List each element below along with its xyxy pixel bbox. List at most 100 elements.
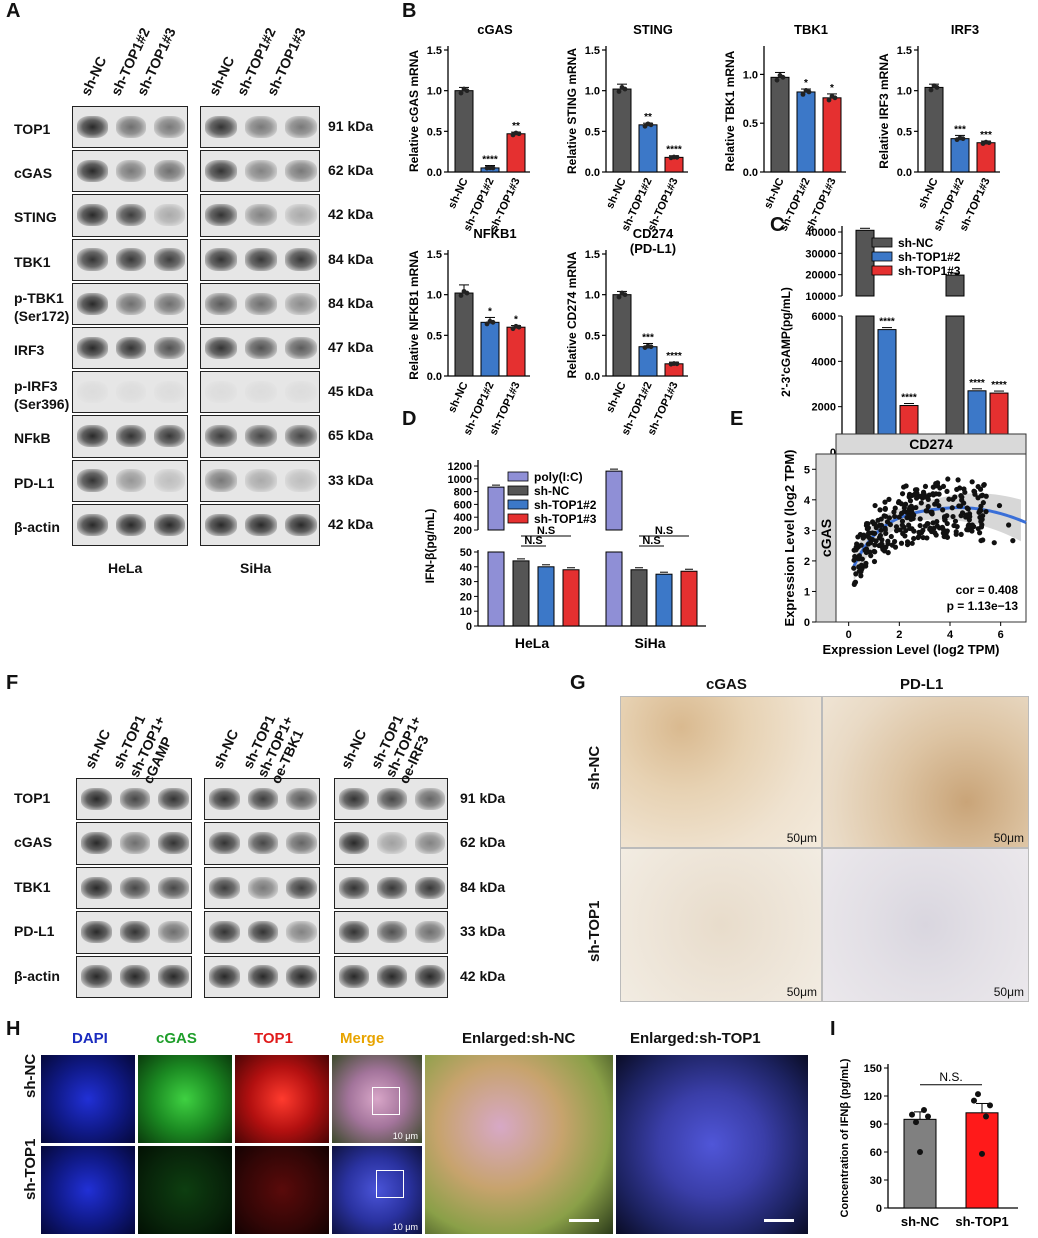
y-tick-label: 20 [460, 591, 472, 603]
y-tick-label: 800 [454, 487, 472, 499]
ihc-image-shnc-cgas: 50μm [620, 696, 822, 848]
legend-label: sh-TOP1#3 [898, 264, 961, 278]
legend-swatch [507, 513, 529, 524]
stat-annotation: p = 1.13e−13 [947, 599, 1019, 613]
chart-title: NFKB1 [473, 226, 516, 241]
legend-swatch [507, 471, 529, 482]
y-tick-label: 0.5 [585, 126, 600, 138]
if-row-label-shtop1: sh-TOP1 [22, 1138, 39, 1200]
panel-label-d: D [402, 408, 417, 430]
blot-strip [76, 866, 192, 910]
data-point [921, 1107, 927, 1113]
blot-strip [76, 778, 192, 821]
significance-label: **** [901, 393, 917, 404]
data-point [490, 319, 496, 325]
if-image-enlarged-shtop1 [615, 1054, 809, 1235]
blot-band [205, 513, 237, 536]
blot-kda-label: 42 kDa [328, 206, 374, 223]
data-point [648, 344, 654, 350]
scatter-point [865, 525, 872, 531]
scatter-point [857, 531, 863, 538]
blot-band [415, 921, 445, 944]
y-tick-label: 0.5 [427, 330, 442, 342]
bar [506, 133, 526, 173]
panel-label-c: C [770, 214, 785, 236]
scatter-point [933, 483, 939, 489]
panel-label-i: I [830, 1018, 836, 1040]
significance-label: N.S [642, 535, 660, 547]
blot-band [286, 921, 317, 944]
scatter-point [885, 550, 891, 556]
scatter-point [961, 486, 967, 492]
scatter-point [867, 540, 874, 546]
blot-band [81, 921, 112, 944]
y-tick-label: 1.0 [897, 86, 912, 98]
scatter-point [965, 506, 971, 512]
blot-row-label: PD-L1 [14, 474, 55, 491]
y-axis-label: IFN-β(pg/mL) [423, 509, 437, 584]
y-tick-label: 0.0 [897, 167, 912, 179]
if-image-shnc-dapi [40, 1054, 136, 1144]
x-tick-label: sh-NC [604, 380, 629, 414]
scatter-point [934, 519, 940, 525]
scatter-point [978, 507, 984, 514]
scatter-point [978, 524, 985, 530]
bar [612, 294, 632, 377]
scatter-point [878, 527, 884, 533]
scatter-point [858, 562, 865, 568]
blot-band [377, 876, 407, 899]
if-title-merge: Merge [340, 1030, 385, 1047]
y-tick-label: 0.0 [743, 167, 758, 179]
scatter-point [889, 542, 895, 548]
y-tick-label: 0 [830, 447, 836, 459]
blot-band [209, 876, 240, 899]
panel-label-e: E [730, 408, 744, 430]
data-point [774, 77, 780, 83]
blot-band [77, 336, 108, 359]
y-tick-label: 1200 [448, 461, 472, 473]
scatter-point [929, 509, 935, 515]
scatter-point [925, 503, 931, 510]
y-tick-label: 30 [460, 577, 472, 589]
scatter-point [884, 519, 891, 525]
blot-band [205, 160, 237, 183]
significance-label: N.S. [939, 1070, 962, 1084]
y-axis-label: Relative IRF3 mRNA [877, 53, 891, 169]
data-point [954, 137, 960, 143]
y-tick-label: 1.0 [585, 86, 600, 98]
blot-strip [334, 955, 448, 998]
scatter-point [952, 518, 959, 524]
blot-row-label: STING [14, 209, 57, 226]
blot-band [154, 160, 185, 183]
bar [630, 569, 648, 627]
blot-band [245, 381, 277, 404]
legend-label: sh-TOP1#2 [534, 498, 597, 512]
legend-swatch [871, 251, 893, 262]
scatter-point [940, 507, 946, 513]
y-tick-label: 0.5 [897, 126, 912, 138]
blot-kda-label: 45 kDa [328, 383, 374, 400]
blot-kda-label: 91 kDa [460, 790, 506, 806]
y-tick-label: 0.5 [585, 330, 600, 342]
scatter-point [872, 502, 878, 509]
blot-band [115, 513, 147, 536]
bar-lower [945, 315, 965, 453]
y-tick-label: 1.0 [427, 290, 442, 302]
x-tick-label: sh-NC [446, 380, 471, 414]
blot-band [285, 336, 317, 359]
bar [512, 560, 530, 627]
data-point [800, 91, 806, 97]
blot-band [415, 832, 445, 855]
y-axis-label: Concentration of IFNβ (pg/mL) [839, 1058, 851, 1217]
scatter-point [940, 483, 947, 490]
y-tick-label: 50 [460, 547, 472, 559]
data-point [960, 136, 966, 142]
blot-band [247, 876, 279, 899]
blot-band [115, 336, 147, 359]
y-tick-label: 1.5 [585, 45, 600, 57]
legend-swatch [871, 265, 893, 276]
scatter-point [893, 524, 900, 530]
blot-band [77, 425, 108, 448]
bar [976, 142, 996, 173]
y-tick-label: 90 [870, 1119, 882, 1131]
